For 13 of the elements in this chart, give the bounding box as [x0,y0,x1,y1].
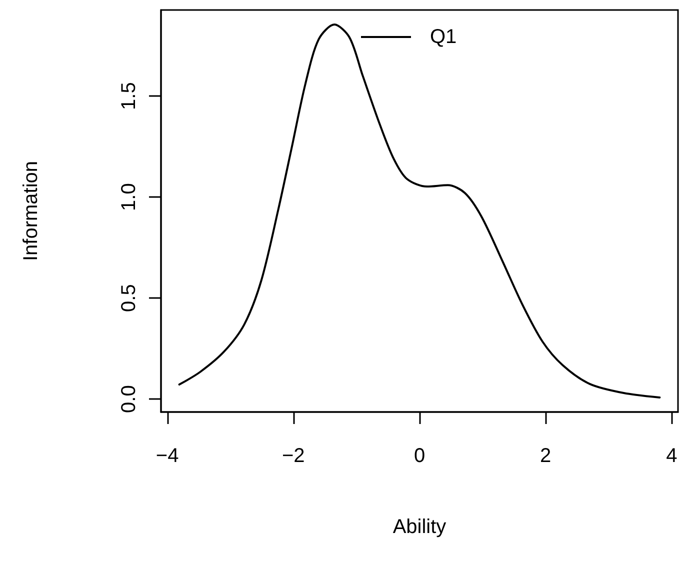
legend-label: Q1 [430,26,457,48]
y-tick-label: 0.5 [118,284,140,312]
y-tick-label: 0.0 [118,385,140,413]
x-tick-label: −4 [156,445,179,467]
x-tick-label: 2 [540,445,552,467]
x-axis-title: Ability [392,516,446,538]
x-tick-label: 4 [666,445,678,467]
y-axis-title: Information [20,160,42,262]
x-tick-label: 0 [414,445,426,467]
line-series [178,24,661,398]
y-tick-label: 1.5 [118,82,140,110]
y-tick-label: 1.0 [118,183,140,211]
x-tick-label: −2 [282,445,305,467]
